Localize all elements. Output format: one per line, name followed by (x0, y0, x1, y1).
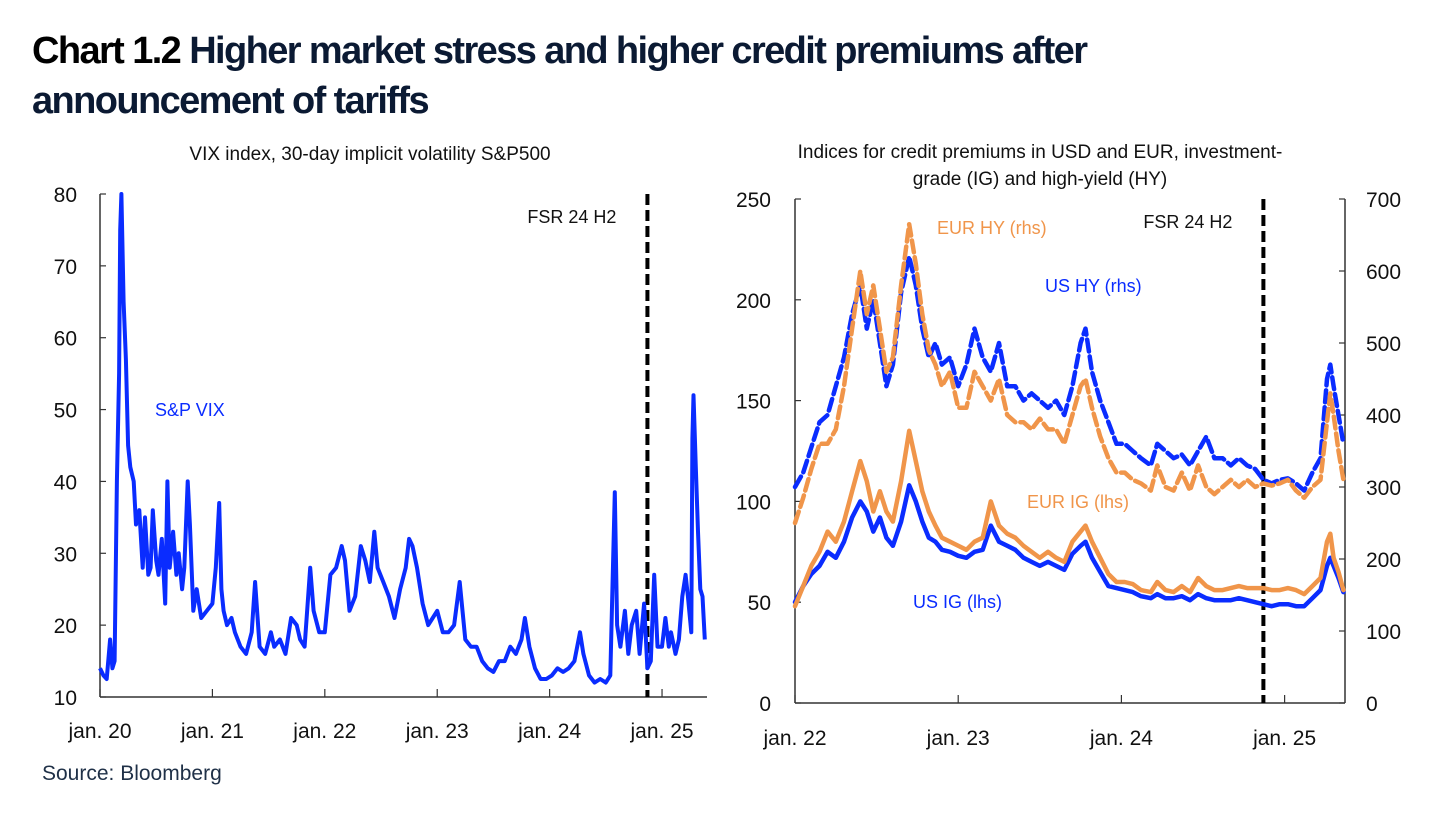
vix-y-tick-label: 60 (54, 328, 77, 351)
credit-right-y-tick-label: 700 (1366, 189, 1401, 212)
source-note: Source: Bloomberg (42, 762, 222, 785)
credit-left-y-tick-label: 50 (748, 592, 771, 615)
vix-y-tick-label: 20 (54, 615, 77, 638)
chart-number: Chart 1.2 (32, 30, 182, 72)
credit-fsr-marker-label: FSR 24 H2 (1143, 212, 1232, 232)
credit-right-y-tick-label: 200 (1366, 549, 1401, 572)
credit-left-y-tick-label: 250 (736, 189, 771, 212)
vix-series-label: S&P VIX (155, 400, 225, 420)
chart-title: Chart 1.2 Higher market stress and highe… (32, 26, 1332, 126)
vix-x-tick-label: jan. 24 (517, 720, 581, 743)
credit-label-us-ig: US IG (lhs) (913, 592, 1002, 612)
vix-y-tick-label: 50 (54, 400, 77, 423)
vix-x-tick-label: jan. 21 (180, 720, 244, 743)
vix-series-line (98, 192, 707, 685)
vix-x-tick-label: jan. 20 (67, 720, 131, 743)
vix-y-tick-label: 30 (54, 543, 77, 566)
credit-series-eur-ig-lhs (792, 428, 1346, 609)
credit-left-y-tick-label: 200 (736, 290, 771, 313)
credit-label-eur-hy: EUR HY (rhs) (937, 218, 1047, 238)
vix-x-tick-label: jan. 25 (630, 720, 694, 743)
vix-x-tick-label: jan. 23 (405, 720, 469, 743)
credit-x-tick-label: jan. 24 (1089, 727, 1153, 750)
vix-x-tick-label: jan. 22 (292, 720, 356, 743)
credit-left-y-tick-label: 100 (736, 491, 771, 514)
credit-label-eur-ig: EUR IG (lhs) (1027, 492, 1129, 512)
credit-right-y-tick-label: 600 (1366, 261, 1401, 284)
credit-x-tick-label: jan. 25 (1252, 727, 1316, 750)
vix-y-tick-label: 70 (54, 256, 77, 279)
vix-fsr-marker-label: FSR 24 H2 (527, 207, 616, 227)
vix-y-tick-label: 80 (54, 184, 77, 207)
credit-subtitle: Indices for credit premiums in USD and E… (797, 142, 1283, 190)
vix-y-tick-label: 10 (54, 687, 77, 710)
credit-right-y-tick-label: 400 (1366, 405, 1401, 428)
credit-right-y-tick-label: 100 (1366, 621, 1401, 644)
vix-subtitle: VIX index, 30-day implicit volatility S&… (189, 144, 551, 165)
credit-right-y-tick-label: 300 (1366, 477, 1401, 500)
credit-x-tick-label: jan. 23 (926, 727, 990, 750)
credit-left-y-tick-label: 0 (759, 693, 771, 716)
credit-series-us-ig-lhs (792, 483, 1346, 609)
credit-label-us-hy: US HY (rhs) (1045, 276, 1142, 296)
credit-series-eur-hy-rhs (792, 221, 1346, 526)
credit-right-y-tick-label: 500 (1366, 333, 1401, 356)
vix-y-tick-label: 40 (54, 471, 77, 494)
credit-x-tick-label: jan. 22 (762, 727, 826, 750)
credit-left-y-tick-label: 150 (736, 391, 771, 414)
chart-title-text: Higher market stress and higher credit p… (32, 30, 1088, 122)
credit-series-us-hy-rhs (792, 254, 1346, 493)
credit-right-y-tick-label: 0 (1366, 693, 1378, 716)
